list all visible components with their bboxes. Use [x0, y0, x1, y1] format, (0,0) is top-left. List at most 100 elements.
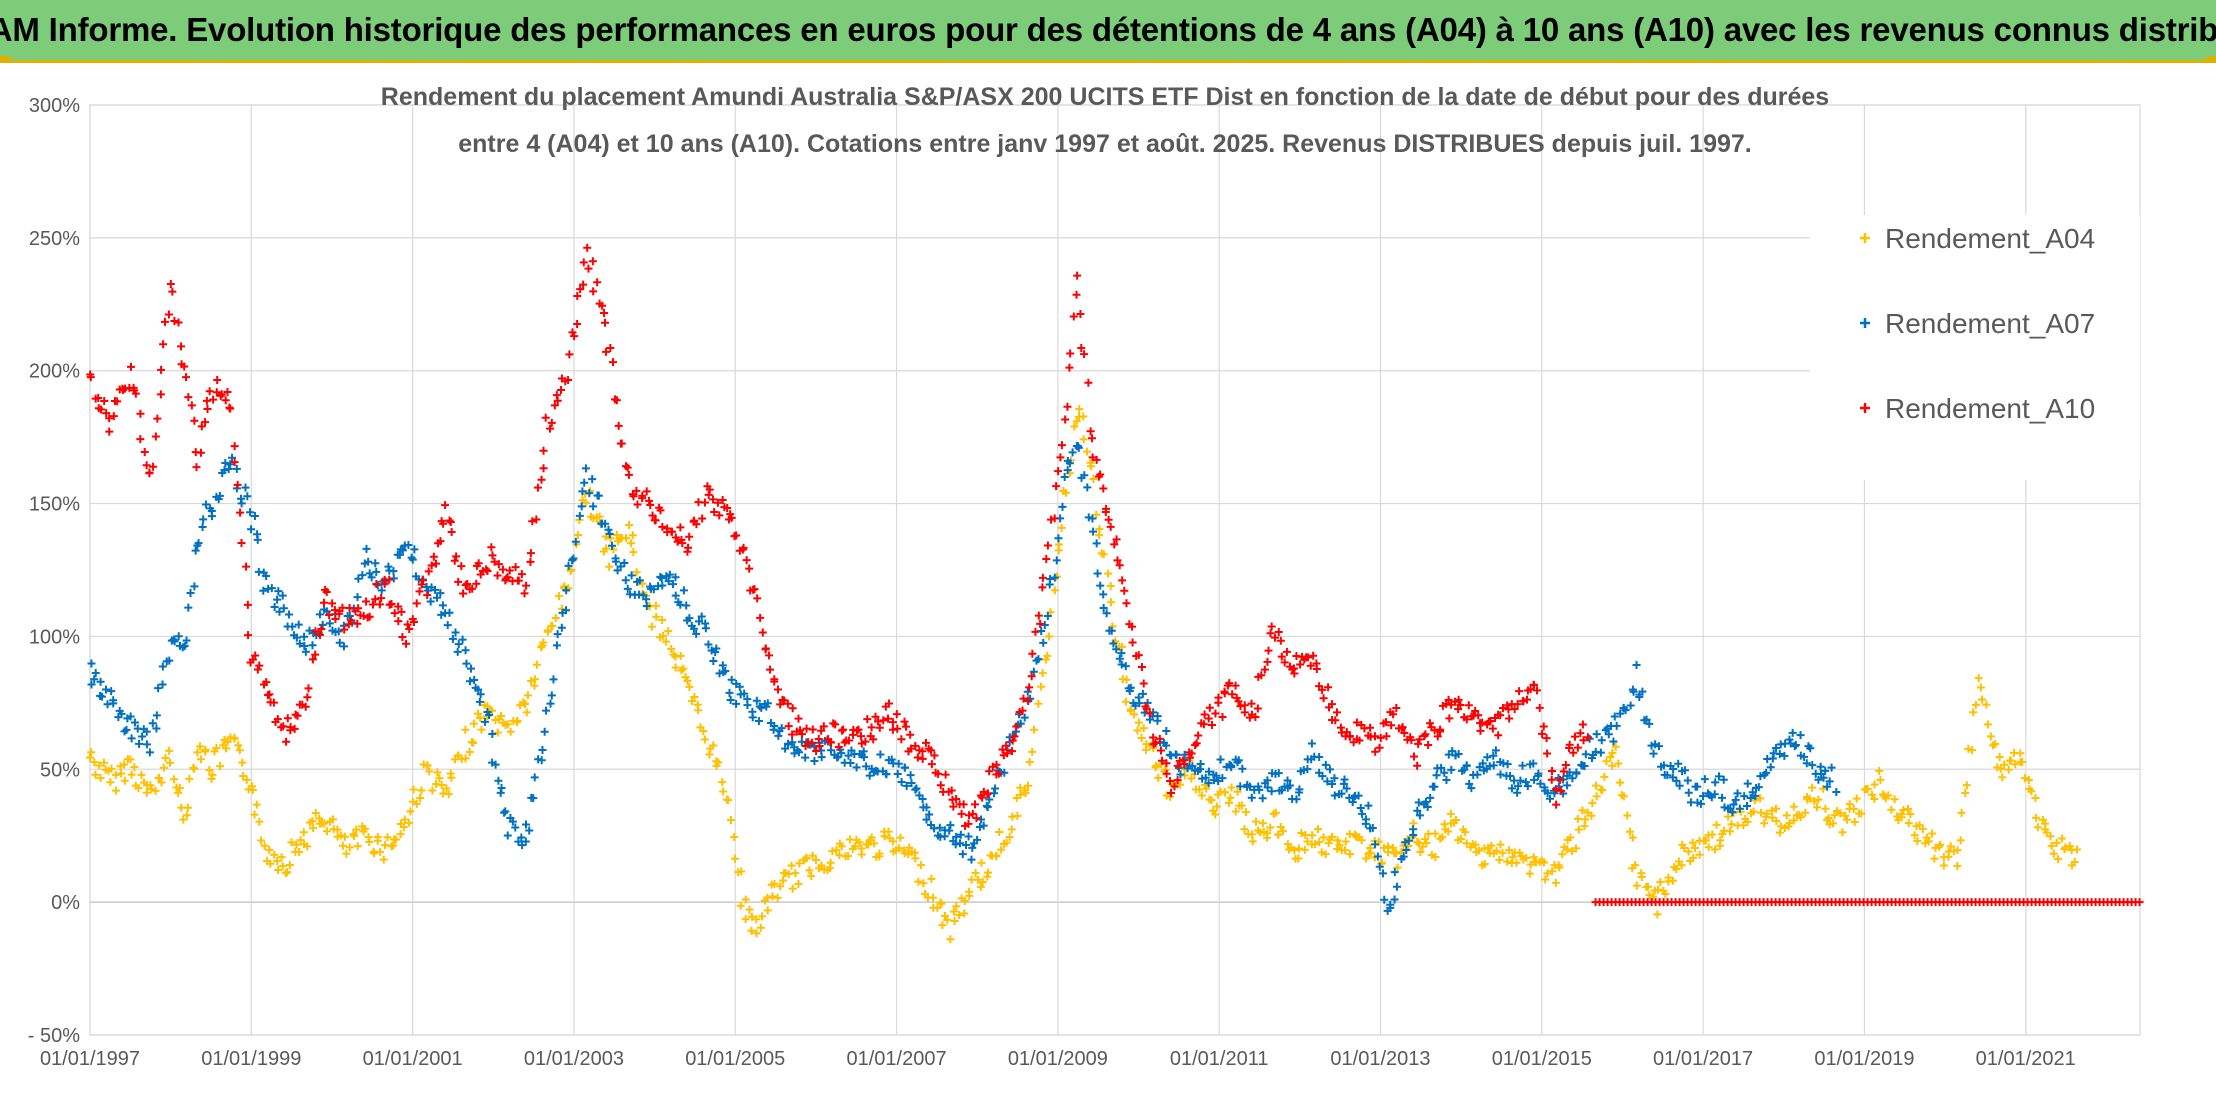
marker-rendement-a07: [1216, 755, 1225, 764]
marker-rendement-a10: [1547, 775, 1556, 784]
marker-rendement-a10: [177, 342, 186, 351]
marker-rendement-a04: [126, 755, 135, 764]
marker-rendement-a04: [1971, 700, 1980, 709]
marker-rendement-a04: [2032, 813, 2041, 822]
marker-rendement-a10: [105, 427, 114, 436]
marker-rendement-a07: [697, 612, 706, 621]
marker-rendement-a07: [1530, 775, 1539, 784]
marker-rendement-a10: [1120, 586, 1129, 595]
marker-rendement-a04: [1328, 832, 1337, 841]
marker-rendement-a07: [967, 855, 976, 864]
marker-rendement-a07: [1328, 779, 1337, 788]
marker-rendement-a07: [127, 734, 136, 743]
marker-rendement-a10: [483, 567, 492, 576]
marker-rendement-a10: [756, 613, 765, 622]
plot-frame: [89, 104, 2141, 1036]
marker-rendement-a04: [1661, 890, 1670, 899]
marker-rendement-a07: [887, 755, 896, 764]
marker-rendement-a04: [1034, 699, 1043, 708]
marker-rendement-a10: [565, 350, 574, 359]
marker-rendement-a07: [649, 585, 658, 594]
marker-rendement-a07: [1218, 774, 1227, 783]
marker-rendement-a10: [505, 566, 514, 575]
marker-rendement-a07: [494, 776, 503, 785]
marker-rendement-a04: [182, 811, 191, 820]
scatter-chart: - 50%0%50%100%150%200%250%300% 01/01/199…: [28, 83, 2144, 1070]
marker-rendement-a04: [805, 866, 814, 875]
marker-rendement-a10: [205, 387, 214, 396]
marker-rendement-a04: [1614, 759, 1623, 768]
marker-rendement-a10: [1205, 703, 1214, 712]
marker-rendement-a10: [1066, 349, 1075, 358]
marker-rendement-a10: [1162, 759, 1171, 768]
marker-rendement-a10: [174, 318, 183, 327]
marker-rendement-a04: [1461, 828, 1470, 837]
marker-rendement-a07: [1663, 771, 1672, 780]
marker-rendement-a07: [784, 740, 793, 749]
marker-rendement-a07: [977, 815, 986, 824]
marker-rendement-a04: [857, 850, 866, 859]
marker-rendement-a07: [1204, 779, 1213, 788]
marker-rendement-a07: [671, 591, 680, 600]
marker-rendement-a07: [371, 559, 380, 568]
marker-rendement-a04: [1841, 811, 1850, 820]
marker-rendement-a07: [1437, 763, 1446, 772]
marker-rendement-a10: [517, 570, 526, 579]
marker-rendement-a10: [1180, 759, 1189, 768]
marker-rendement-a10: [196, 448, 205, 457]
y-tick-label: - 50%: [28, 1025, 80, 1047]
marker-rendement-a10: [1025, 683, 1034, 692]
marker-rendement-a07: [1368, 824, 1377, 833]
marker-rendement-a10: [418, 576, 427, 585]
marker-rendement-a04: [469, 719, 478, 728]
marker-rendement-a10: [742, 556, 751, 565]
marker-rendement-a10: [1214, 693, 1223, 702]
marker-rendement-a10: [1494, 731, 1503, 740]
marker-rendement-a04: [776, 882, 785, 891]
marker-rendement-a10: [761, 644, 770, 653]
marker-rendement-a10: [1454, 695, 1463, 704]
marker-rendement-a10: [353, 619, 362, 628]
y-tick-label: 0%: [51, 892, 80, 914]
marker-rendement-a10: [347, 616, 356, 625]
marker-rendement-a04: [647, 622, 656, 631]
marker-rendement-a04: [1290, 846, 1299, 855]
marker-rendement-a10: [927, 760, 936, 769]
marker-rendement-a04: [234, 741, 243, 750]
marker-rendement-a10: [1413, 761, 1422, 770]
marker-rendement-a04: [978, 878, 987, 887]
marker-rendement-a07: [364, 557, 373, 566]
marker-rendement-a04: [409, 785, 418, 794]
marker-rendement-a07: [1746, 793, 1755, 802]
marker-rendement-a07: [1806, 744, 1815, 753]
x-tick-label: 01/01/2005: [685, 1048, 785, 1070]
marker-rendement-a07: [1204, 767, 1213, 776]
marker-rendement-a04: [2042, 828, 2051, 837]
marker-rendement-a04: [894, 844, 903, 853]
marker-rendement-a10: [1436, 725, 1445, 734]
marker-rendement-a04: [91, 770, 100, 779]
marker-rendement-a10: [1513, 700, 1522, 709]
marker-rendement-a07: [525, 826, 534, 835]
marker-rendement-a10: [598, 301, 607, 310]
marker-rendement-a10: [927, 746, 936, 755]
marker-rendement-a07: [1373, 852, 1382, 861]
marker-rendement-a07: [1516, 776, 1525, 785]
marker-rendement-a10: [1128, 622, 1137, 631]
marker-rendement-a04: [381, 841, 390, 850]
marker-rendement-a07: [1390, 895, 1399, 904]
marker-rendement-a10: [1530, 681, 1539, 690]
marker-rendement-a04: [1079, 435, 1088, 444]
marker-rendement-a04: [127, 770, 136, 779]
marker-rendement-a04: [791, 869, 800, 878]
marker-rendement-a04: [844, 852, 853, 861]
marker-rendement-a07: [232, 464, 241, 473]
marker-rendement-a07: [1043, 612, 1052, 621]
marker-rendement-a04: [1106, 582, 1115, 591]
marker-rendement-a04: [1680, 843, 1689, 852]
marker-rendement-a07: [1821, 766, 1830, 775]
marker-rendement-a04: [1969, 708, 1978, 717]
marker-rendement-a07: [117, 709, 126, 718]
marker-rendement-a04: [1366, 843, 1375, 852]
marker-rendement-a07: [1196, 759, 1205, 768]
